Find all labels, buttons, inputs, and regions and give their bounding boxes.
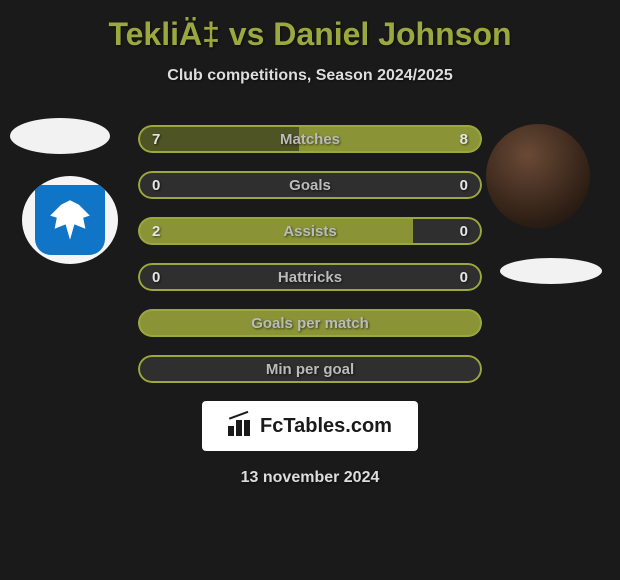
stat-label: Min per goal [266,361,354,378]
stat-bar-right [310,171,482,199]
branding-badge: FcTables.com [202,401,418,451]
stat-row: 2 0 Assists [138,217,482,245]
stat-value-left: 0 [152,269,160,286]
stats-list: 7 8 Matches 0 0 Goals 2 0 Assists 0 0 Hattricks Goal… [138,125,482,383]
stat-value-right: 8 [460,131,468,148]
stat-bar-left [138,171,310,199]
stat-label: Goals [289,177,331,194]
stat-label: Assists [283,223,336,240]
stat-row: Min per goal [138,355,482,383]
stat-value-right: 0 [460,177,468,194]
stat-value-left: 7 [152,131,160,148]
stat-bar-right [413,217,482,245]
stat-bar-left [138,125,299,153]
bar-chart-icon [228,416,254,436]
stat-label: Matches [280,131,340,148]
comparison-card: TekliÄ‡ vs Daniel Johnson Club competiti… [0,0,620,487]
player-left-club-placeholder [10,118,110,154]
stat-row: 0 0 Goals [138,171,482,199]
branding-text: FcTables.com [260,415,392,438]
player-right-club-placeholder [500,258,602,284]
player-left-club-logo [22,176,118,264]
eagle-icon [48,198,92,242]
stat-row: Goals per match [138,309,482,337]
stat-label: Goals per match [251,315,369,332]
stat-label: Hattricks [278,269,342,286]
date-label: 13 november 2024 [0,469,620,487]
stat-value-left: 0 [152,177,160,194]
stat-row: 0 0 Hattricks [138,263,482,291]
player-right-photo [486,124,590,228]
stat-value-right: 0 [460,223,468,240]
stat-value-right: 0 [460,269,468,286]
stat-value-left: 2 [152,223,160,240]
club-badge-shield [35,185,105,255]
subtitle: Club competitions, Season 2024/2025 [0,67,620,85]
stat-bar-left [138,217,413,245]
page-title: TekliÄ‡ vs Daniel Johnson [0,16,620,53]
stat-row: 7 8 Matches [138,125,482,153]
